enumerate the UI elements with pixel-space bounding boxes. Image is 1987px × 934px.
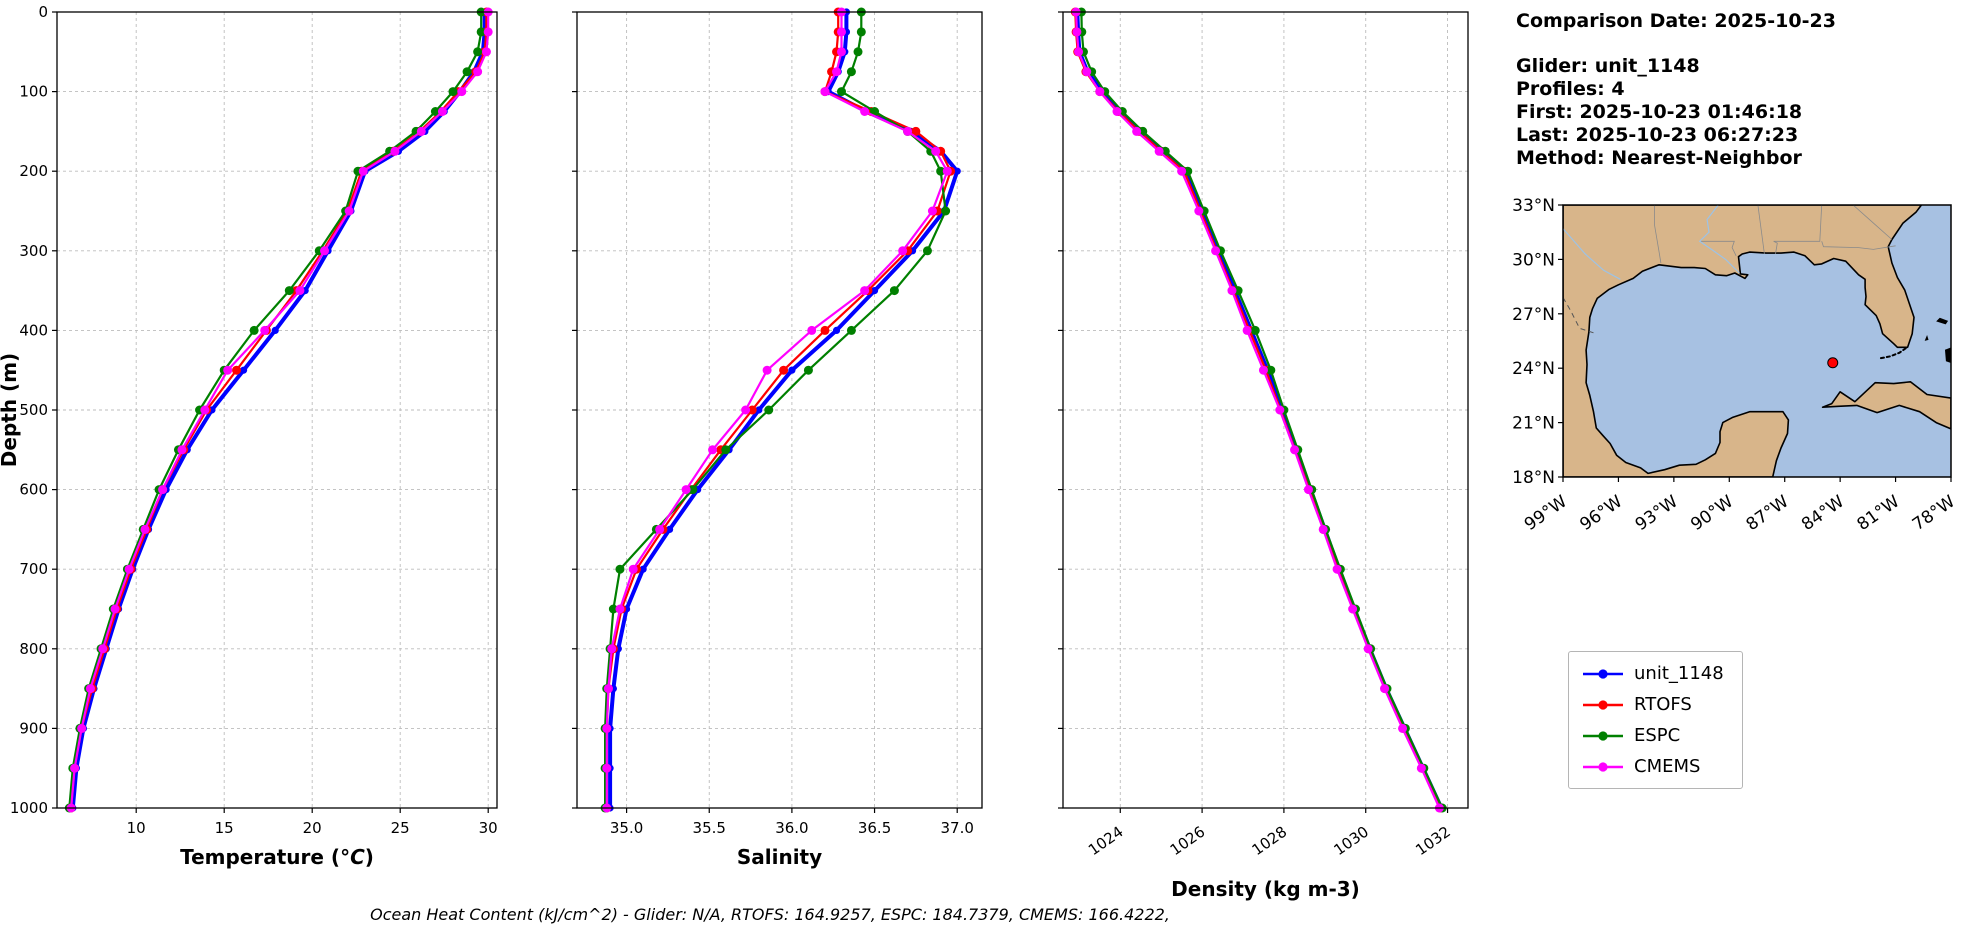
legend-item-unit-1148: unit_1148	[1581, 663, 1724, 684]
method-text: Method: Nearest-Neighbor	[1516, 147, 1802, 169]
svg-text:36.5: 36.5	[858, 819, 891, 837]
comparison-date-text: Comparison Date: 2025-10-23	[1516, 10, 1836, 32]
svg-text:36.0: 36.0	[775, 819, 808, 837]
svg-text:33°N: 33°N	[1512, 196, 1555, 216]
svg-text:84°W: 84°W	[1798, 492, 1848, 535]
svg-text:300: 300	[19, 242, 48, 260]
legend-line-icon	[1583, 761, 1623, 772]
svg-text:0: 0	[38, 3, 48, 21]
svg-text:96°W: 96°W	[1576, 492, 1626, 535]
svg-text:Temperature (°C): Temperature (°C)	[180, 845, 374, 869]
svg-text:24°N: 24°N	[1512, 359, 1555, 379]
svg-text:21°N: 21°N	[1512, 414, 1555, 434]
legend: unit_1148 RTOFS ESPC CMEMS	[1568, 651, 1743, 789]
svg-text:400: 400	[19, 321, 48, 339]
svg-text:1000: 1000	[10, 799, 48, 817]
gulf-of-mexico-map: 33°N 30°N 27°N 24°N 21°N 18°N 99°W 96°W 93°W 90°W…	[1512, 196, 1959, 535]
svg-text:900: 900	[19, 719, 48, 737]
svg-text:200: 200	[19, 162, 48, 180]
svg-text:81°W: 81°W	[1854, 492, 1904, 535]
legend-label: RTOFS	[1634, 694, 1692, 715]
svg-text:1024: 1024	[1085, 823, 1127, 860]
svg-text:15: 15	[215, 819, 234, 837]
svg-text:Depth (m): Depth (m)	[0, 353, 21, 467]
legend-item-cmems: CMEMS	[1581, 756, 1724, 777]
svg-text:87°W: 87°W	[1743, 492, 1793, 535]
svg-text:25: 25	[391, 819, 410, 837]
svg-text:37.0: 37.0	[941, 819, 974, 837]
legend-item-espc: ESPC	[1581, 725, 1724, 746]
last-profile-text: Last: 2025-10-23 06:27:23	[1516, 124, 1799, 146]
ocean-heat-content-caption: Ocean Heat Content (kJ/cm^2) - Glider: N…	[370, 905, 1170, 924]
svg-text:35.5: 35.5	[693, 819, 726, 837]
info-spacer	[1516, 33, 1836, 55]
svg-text:700: 700	[19, 560, 48, 578]
svg-text:1026: 1026	[1167, 823, 1209, 860]
svg-text:93°W: 93°W	[1632, 492, 1682, 535]
svg-text:800: 800	[19, 640, 48, 658]
svg-text:Salinity: Salinity	[737, 845, 822, 869]
svg-text:78°W: 78°W	[1909, 492, 1959, 535]
salinity-profile-chart: 35.0 35.5 36.0 36.5 37.0 Salinity	[572, 7, 983, 869]
glider-text: Glider: unit_1148	[1516, 55, 1700, 77]
legend-label: CMEMS	[1634, 756, 1701, 777]
svg-text:1032: 1032	[1412, 823, 1454, 860]
legend-item-rtofs: RTOFS	[1581, 694, 1724, 715]
svg-text:1030: 1030	[1330, 823, 1372, 860]
svg-text:20: 20	[303, 819, 322, 837]
svg-text:500: 500	[19, 401, 48, 419]
svg-text:1028: 1028	[1249, 823, 1291, 860]
svg-text:Density (kg m-3): Density (kg m-3)	[1171, 877, 1360, 901]
legend-label: unit_1148	[1634, 663, 1724, 684]
legend-line-icon	[1583, 730, 1623, 741]
first-profile-text: First: 2025-10-23 01:46:18	[1516, 101, 1803, 123]
svg-text:18°N: 18°N	[1512, 468, 1555, 488]
glider-position-marker	[1827, 357, 1839, 369]
svg-text:35.0: 35.0	[610, 819, 643, 837]
info-panel: Comparison Date: 2025-10-23 Glider: unit…	[1516, 10, 1836, 170]
profiles-text: Profiles: 4	[1516, 78, 1625, 100]
legend-line-icon	[1583, 668, 1623, 679]
svg-text:90°W: 90°W	[1687, 492, 1737, 535]
legend-line-icon	[1583, 699, 1623, 710]
temperature-profile-chart: 10 15 20 25 30010020030040050060070080090010…	[0, 3, 498, 869]
svg-text:100: 100	[19, 83, 48, 101]
svg-text:30°N: 30°N	[1512, 250, 1555, 270]
svg-text:27°N: 27°N	[1512, 305, 1555, 325]
svg-text:99°W: 99°W	[1521, 492, 1571, 535]
svg-text:600: 600	[19, 481, 48, 499]
legend-label: ESPC	[1634, 725, 1681, 746]
svg-text:30: 30	[479, 819, 498, 837]
density-profile-chart: 1024 1026 1028 1030 1032 Density (kg m-3)	[1058, 7, 1469, 901]
svg-text:10: 10	[127, 819, 146, 837]
